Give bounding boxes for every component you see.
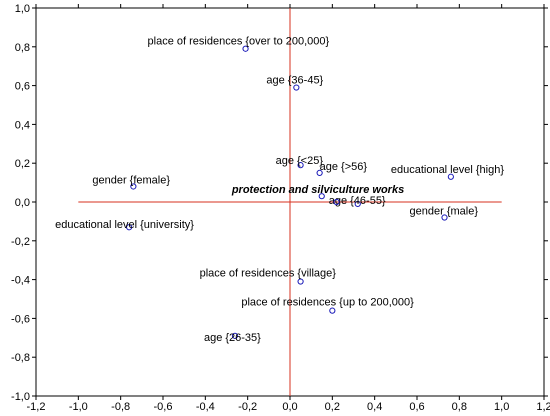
y-tick-label: 0,0 xyxy=(15,197,30,209)
data-point xyxy=(297,278,304,285)
data-point-label: place of residences {village} xyxy=(200,268,337,280)
y-tick-label: 1,0 xyxy=(15,3,30,15)
data-point xyxy=(318,193,325,200)
data-point-label: gender {female} xyxy=(92,174,170,186)
x-tick-label: 0,6 xyxy=(409,401,424,413)
data-point-label: gender {male} xyxy=(410,206,479,218)
data-point xyxy=(329,307,336,314)
data-point-label: age {46-55} xyxy=(329,195,386,207)
data-point xyxy=(333,198,340,206)
data-point xyxy=(297,162,304,169)
data-point-label: age {>56} xyxy=(320,161,368,173)
x-tick-label: 0,4 xyxy=(367,401,382,413)
y-tick-label: 0,2 xyxy=(15,158,30,170)
y-tick-label: -0,4 xyxy=(11,275,30,287)
x-tick-label: 1,0 xyxy=(494,401,509,413)
data-point xyxy=(354,200,361,208)
data-point xyxy=(293,84,300,91)
x-tick-label: -0,4 xyxy=(196,401,215,413)
x-tick-label: 0,0 xyxy=(282,401,297,413)
y-tick-label: 0,6 xyxy=(15,81,30,93)
data-point xyxy=(242,45,249,52)
data-point xyxy=(130,183,137,190)
data-point-label: age {26-35} xyxy=(204,332,261,344)
y-tick-label: -1,0 xyxy=(11,391,30,403)
x-tick-label: 0,2 xyxy=(325,401,340,413)
y-tick-label: -0,8 xyxy=(11,352,30,364)
x-tick-label: 1,2 xyxy=(536,401,550,413)
y-tick-label: -0,2 xyxy=(11,236,30,248)
data-point xyxy=(316,169,323,176)
center-label: protection and silviculture works xyxy=(231,184,404,196)
x-tick-label: -0,6 xyxy=(154,401,173,413)
x-tick-label: -0,2 xyxy=(238,401,257,413)
data-point-label: age {<25} xyxy=(276,155,324,167)
data-point-label: educational level {high} xyxy=(391,164,504,176)
data-point xyxy=(231,332,239,339)
x-tick-label: -1,2 xyxy=(27,401,46,413)
y-tick-label: 0,8 xyxy=(15,42,30,54)
y-tick-label: 0,4 xyxy=(15,119,30,131)
data-point xyxy=(126,224,133,231)
x-tick-label: -0,8 xyxy=(111,401,130,413)
data-point-label: educational level {university} xyxy=(55,219,194,231)
x-tick-label: 0,8 xyxy=(452,401,467,413)
data-point-label: place of residences {over to 200,000} xyxy=(148,36,330,48)
data-point-label: place of residences {up to 200,000} xyxy=(241,297,414,309)
data-point xyxy=(441,214,448,221)
y-tick-label: -0,6 xyxy=(11,313,30,325)
data-point-label: age {36-45} xyxy=(266,75,323,87)
data-point xyxy=(447,173,454,180)
x-tick-label: -1,0 xyxy=(69,401,88,413)
